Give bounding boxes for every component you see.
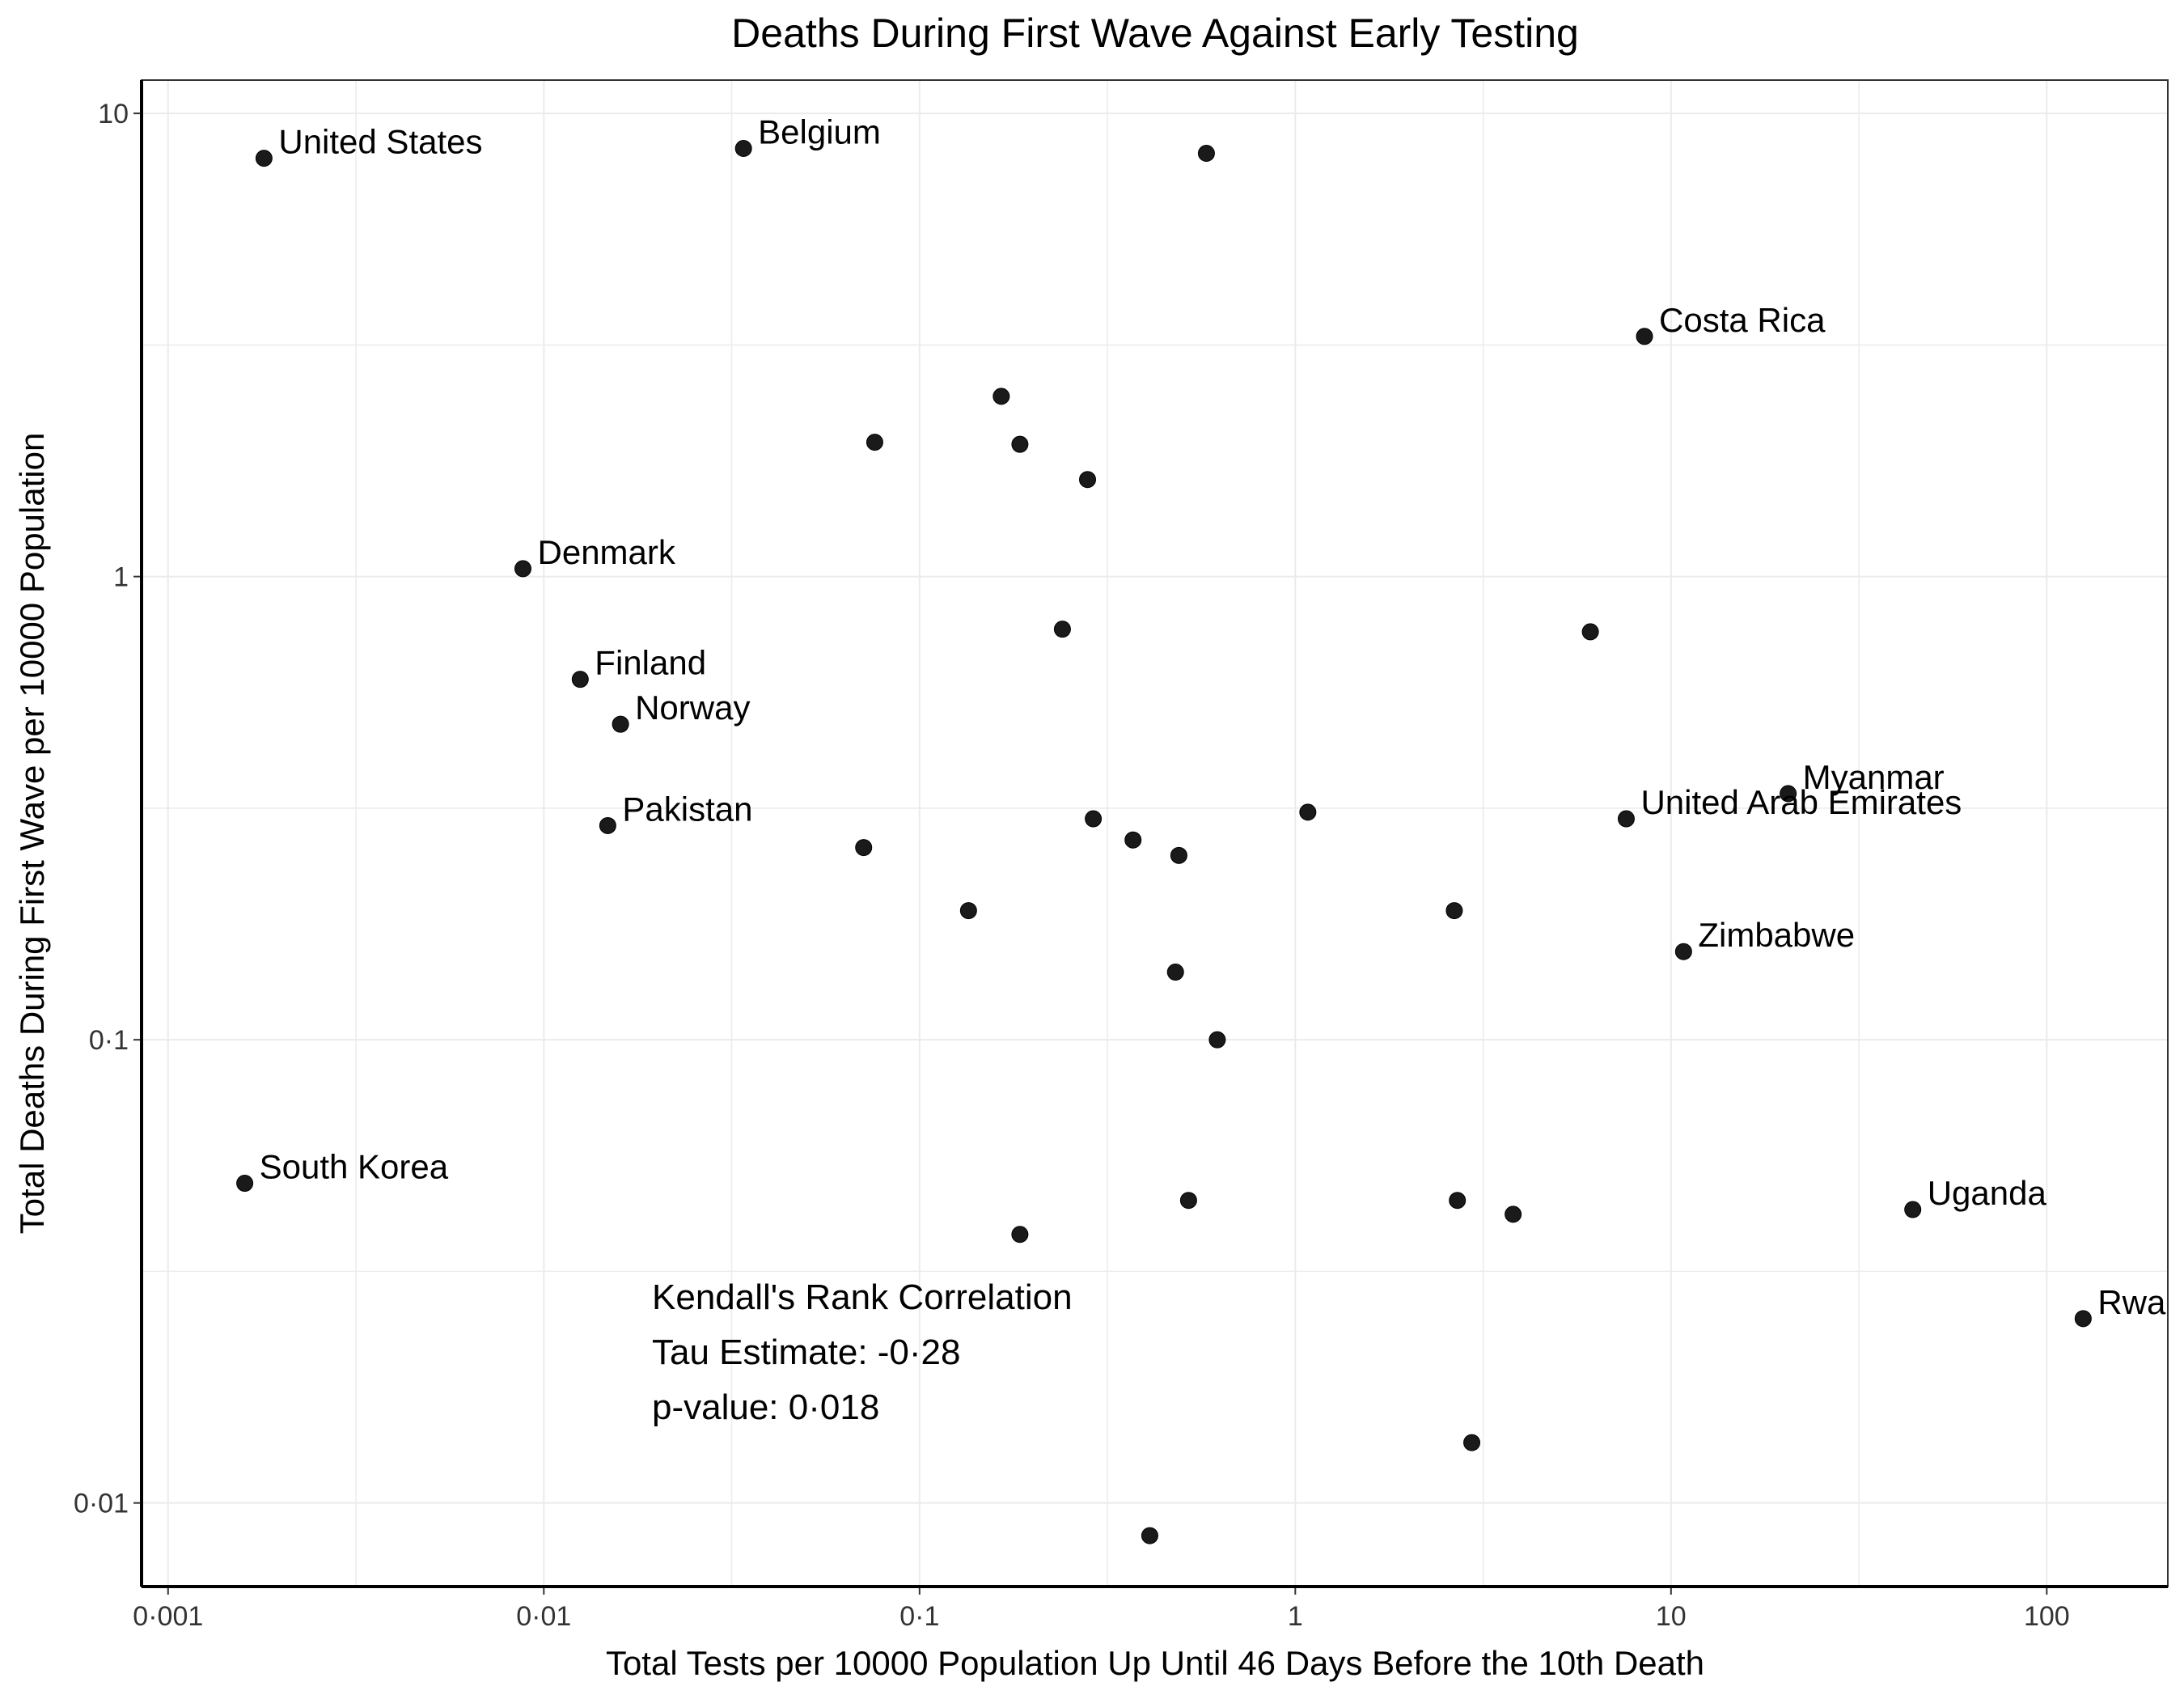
point-label: Belgium	[758, 113, 881, 151]
point-label: United States	[278, 123, 482, 161]
y-tick-label: 1	[113, 562, 129, 593]
point-label: Finland	[595, 644, 706, 682]
annotation-tau: Tau Estimate: -0·28	[652, 1333, 961, 1372]
data-point	[1636, 328, 1653, 345]
data-point	[1780, 785, 1797, 803]
point-label: Denmark	[538, 533, 676, 571]
x-tick-label: 0·001	[133, 1601, 203, 1632]
x-tick-label: 0·01	[516, 1601, 571, 1632]
point-label: Rwa	[2097, 1283, 2166, 1321]
point-label: South Korea	[260, 1148, 449, 1186]
data-point	[1085, 810, 1103, 828]
point-label: Pakistan	[622, 790, 752, 828]
data-point	[1904, 1201, 1922, 1218]
data-point	[1581, 623, 1599, 641]
data-point	[1674, 943, 1692, 960]
data-point	[734, 140, 752, 158]
data-point	[1197, 144, 1215, 162]
point-label: Uganda	[1928, 1174, 2047, 1212]
data-point	[1179, 1192, 1197, 1210]
data-point	[514, 560, 532, 578]
data-point	[866, 434, 883, 451]
data-point	[1053, 621, 1071, 638]
annotation-heading: Kendall's Rank Correlation	[652, 1277, 1073, 1317]
data-point	[236, 1175, 254, 1193]
x-axis-label: Total Tests per 10000 Population Up Unti…	[606, 1644, 1704, 1682]
data-point	[1299, 803, 1317, 821]
x-axis-ticks: 0·001 0·01 0·1 1 10 100	[133, 1587, 2070, 1632]
y-tick-label: 0·01	[74, 1489, 129, 1519]
data-point	[255, 150, 273, 167]
point-label: Costa Rica	[1659, 301, 1826, 339]
data-point	[1141, 1527, 1158, 1544]
y-axis-label: Total Deaths During First Wave per 10000…	[13, 433, 51, 1235]
data-point	[2074, 1310, 2092, 1328]
x-tick-label: 100	[2024, 1601, 2070, 1632]
x-tick-label: 0·1	[899, 1601, 939, 1632]
data-point	[855, 839, 873, 857]
data-point	[1170, 846, 1187, 864]
point-label: Norway	[635, 688, 750, 727]
point-label: Myanmar	[1803, 758, 1945, 796]
data-point	[571, 671, 589, 688]
point-label: Zimbabwe	[1698, 916, 1855, 954]
plot-panel	[142, 80, 2168, 1587]
data-point	[1449, 1192, 1467, 1210]
x-tick-label: 10	[1656, 1601, 1687, 1632]
data-point	[1445, 902, 1463, 920]
data-point	[599, 816, 616, 834]
data-point	[1617, 810, 1635, 828]
annotation-p-value: p-value: 0·018	[652, 1388, 879, 1427]
data-points	[236, 140, 2092, 1544]
point-labels: United States Belgium Costa Rica Denmark Fin…	[260, 113, 2166, 1321]
data-point	[1463, 1434, 1481, 1451]
y-axis-ticks: 0·01 0·1 1 10	[74, 99, 142, 1519]
major-gridlines	[142, 80, 2168, 1587]
data-point	[1166, 964, 1184, 981]
data-point	[612, 715, 629, 733]
data-point	[993, 388, 1010, 405]
data-point	[1079, 471, 1097, 489]
point-label: United Arab Emirates	[1640, 783, 1962, 821]
data-point	[1505, 1205, 1522, 1223]
data-point	[1011, 1226, 1029, 1244]
y-tick-label: 0·1	[89, 1025, 129, 1056]
y-tick-label: 10	[98, 99, 129, 129]
correlation-annotation: Kendall's Rank Correlation Tau Estimate:…	[652, 1277, 1073, 1427]
chart-title: Deaths During First Wave Against Early T…	[731, 11, 1579, 56]
data-point	[1124, 831, 1142, 849]
data-point	[1208, 1031, 1226, 1049]
data-point	[1011, 435, 1029, 453]
x-tick-label: 1	[1288, 1601, 1303, 1632]
minor-gridlines	[142, 80, 2168, 1587]
data-point	[959, 902, 977, 920]
